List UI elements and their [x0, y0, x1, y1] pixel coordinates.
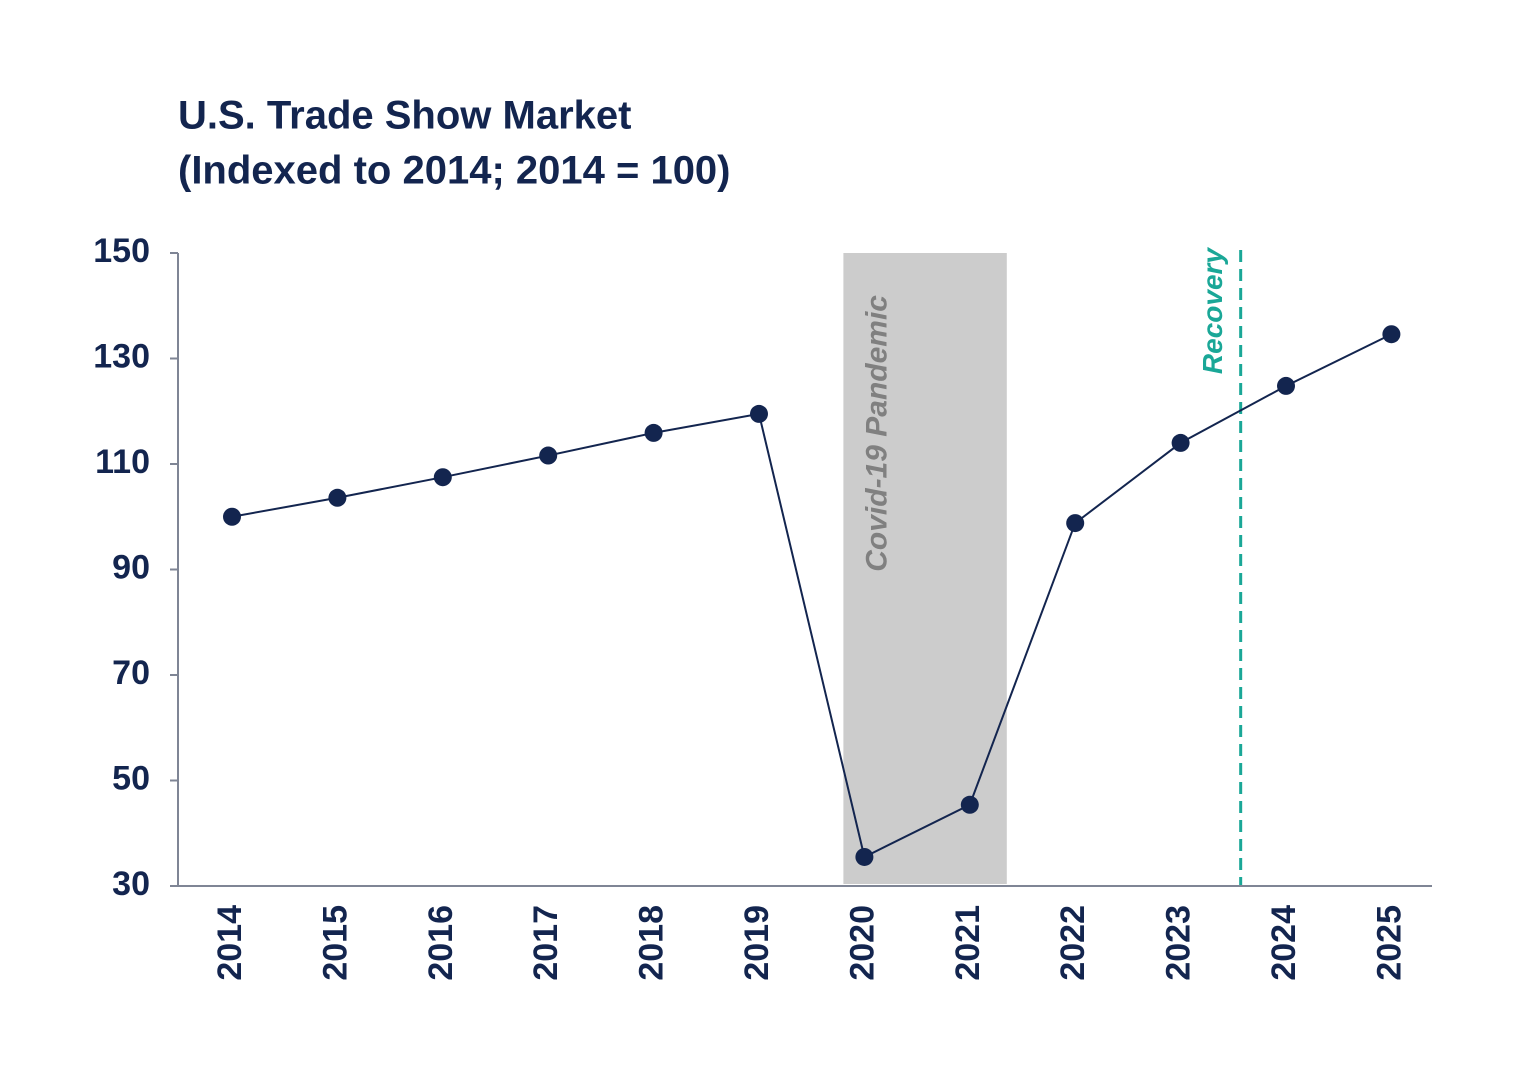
data-point [1382, 325, 1401, 344]
data-point [644, 423, 663, 442]
x-tick-label: 2021 [949, 905, 987, 981]
x-tick-label: 2016 [422, 905, 460, 981]
x-tick-label: 2017 [527, 905, 565, 981]
data-point [433, 468, 452, 487]
y-tick-label: 110 [95, 443, 150, 481]
x-tick-label: 2025 [1370, 905, 1408, 981]
x-tick-label: 2015 [316, 905, 354, 981]
x-tick-label: 2023 [1160, 905, 1198, 981]
y-tick-label: 70 [112, 654, 150, 692]
data-point [960, 795, 979, 814]
chart-title: U.S. Trade Show Market [178, 94, 631, 138]
data-point [328, 488, 347, 507]
data-point [539, 446, 558, 465]
data-point [855, 847, 874, 866]
x-tick-label: 2014 [211, 905, 249, 981]
y-tick-label: 50 [112, 759, 150, 797]
data-point [750, 404, 768, 423]
y-tick-label: 150 [93, 232, 150, 270]
y-tick-label: 130 [93, 337, 150, 375]
y-tick-label: 90 [112, 548, 150, 586]
x-tick-label: 2019 [738, 905, 776, 981]
data-point [1277, 376, 1295, 395]
y-tick-label: 30 [112, 865, 150, 903]
chart-subtitle: (Indexed to 2014; 2014 = 100) [178, 149, 731, 193]
data-point [1171, 433, 1190, 452]
x-tick-label: 2020 [843, 905, 881, 981]
data-point [223, 507, 241, 526]
series-line [231, 333, 1392, 859]
x-tick-label: 2024 [1265, 905, 1303, 981]
data-point [1066, 514, 1085, 533]
recovery-label: Recovery [1197, 247, 1228, 375]
x-tick-label: 2022 [1054, 905, 1092, 981]
x-tick-label: 2018 [633, 905, 671, 981]
pandemic-label: Covid-19 Pandemic [860, 295, 893, 572]
